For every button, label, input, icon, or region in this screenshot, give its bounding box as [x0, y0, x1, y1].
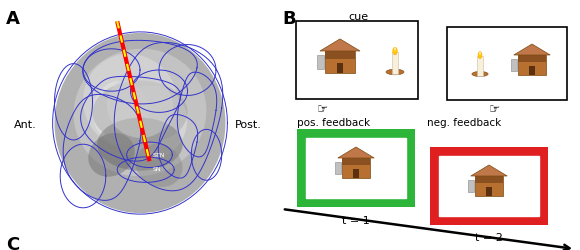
Ellipse shape [83, 55, 178, 150]
Text: ☞: ☞ [316, 102, 328, 116]
Bar [335, 162, 341, 174]
Bar [296, 22, 418, 100]
Ellipse shape [479, 52, 481, 56]
Ellipse shape [92, 81, 187, 144]
Bar [297, 130, 415, 207]
Bar [325, 52, 356, 60]
Polygon shape [338, 148, 374, 158]
Bar [477, 57, 483, 76]
Ellipse shape [386, 70, 404, 75]
Ellipse shape [394, 48, 396, 51]
Text: pos. feedback: pos. feedback [297, 118, 370, 128]
Text: SN: SN [153, 166, 161, 172]
Bar [430, 148, 548, 225]
Text: Ant.: Ant. [14, 120, 37, 130]
Ellipse shape [393, 48, 397, 56]
Bar [439, 156, 539, 216]
Ellipse shape [107, 75, 173, 138]
Bar [475, 176, 503, 196]
Text: B: B [282, 10, 296, 28]
Bar [392, 53, 398, 75]
Ellipse shape [92, 81, 150, 144]
Bar [342, 158, 370, 178]
Ellipse shape [112, 86, 187, 161]
Ellipse shape [88, 134, 135, 177]
Text: t = 2: t = 2 [475, 232, 503, 242]
Text: C: C [6, 235, 19, 250]
Text: Post.: Post. [235, 120, 262, 130]
Text: t = 1: t = 1 [342, 215, 370, 225]
Bar [306, 138, 406, 198]
Bar [337, 64, 343, 74]
Bar [353, 169, 359, 178]
Bar [468, 180, 474, 192]
Polygon shape [320, 40, 360, 52]
Ellipse shape [55, 34, 226, 213]
Text: STN: STN [153, 153, 165, 158]
Bar [447, 28, 567, 101]
Text: ☞: ☞ [488, 102, 499, 116]
Bar [342, 158, 370, 165]
Bar [486, 187, 492, 196]
Bar [518, 56, 546, 63]
Ellipse shape [136, 144, 183, 187]
Bar [529, 67, 535, 76]
Text: cue: cue [348, 12, 368, 22]
Polygon shape [471, 165, 507, 176]
Text: A: A [6, 10, 20, 28]
Polygon shape [514, 45, 550, 56]
Bar [317, 56, 324, 69]
Ellipse shape [97, 118, 183, 171]
Bar [518, 56, 546, 76]
Bar [325, 52, 356, 74]
Bar [511, 60, 517, 72]
Bar [475, 176, 503, 183]
Ellipse shape [478, 52, 482, 59]
Text: neg. feedback: neg. feedback [427, 118, 501, 128]
Ellipse shape [74, 50, 206, 176]
Ellipse shape [472, 72, 488, 77]
